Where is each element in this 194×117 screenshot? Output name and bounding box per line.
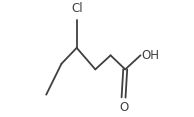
Text: OH: OH bbox=[142, 49, 160, 62]
Text: O: O bbox=[119, 101, 128, 114]
Text: Cl: Cl bbox=[71, 2, 82, 15]
